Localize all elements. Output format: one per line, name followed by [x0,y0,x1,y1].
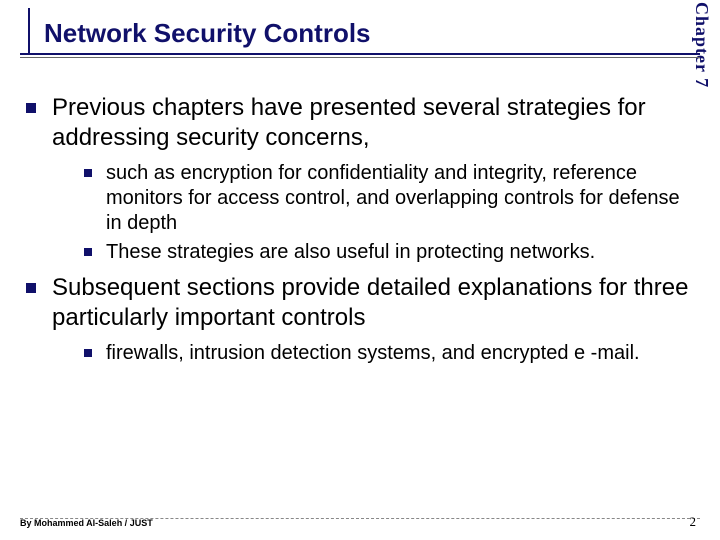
footer-page-number: 2 [690,514,697,530]
bullet-text: firewalls, intrusion detection systems, … [106,341,640,366]
bullet-l2: such as encryption for confidentiality a… [84,161,690,236]
bullet-text: These strategies are also useful in prot… [106,240,595,265]
title-tick [28,8,30,53]
content-area: Previous chapters have presented several… [26,85,690,370]
bullet-l2: These strategies are also useful in prot… [84,240,690,265]
footer-author: By Mohammed Al-Saleh / JUST [20,518,153,528]
bullet-text: such as encryption for confidentiality a… [106,161,690,236]
chapter-label: Chapter 7 [691,2,712,88]
bullet-l2: firewalls, intrusion detection systems, … [84,341,690,366]
bullet-l1: Subsequent sections provide detailed exp… [26,273,690,333]
square-bullet-icon [84,349,92,357]
bullet-text: Subsequent sections provide detailed exp… [52,273,690,333]
page-title: Network Security Controls [20,18,660,49]
slide: Chapter 7 Network Security Controls Prev… [0,0,720,540]
square-bullet-icon [26,283,36,293]
square-bullet-icon [84,169,92,177]
bullet-text: Previous chapters have presented several… [52,93,690,153]
bullet-l1: Previous chapters have presented several… [26,93,690,153]
square-bullet-icon [84,248,92,256]
square-bullet-icon [26,103,36,113]
title-underline-thin [20,57,700,58]
title-underline-thick [20,53,700,55]
title-bar: Network Security Controls [20,18,660,55]
